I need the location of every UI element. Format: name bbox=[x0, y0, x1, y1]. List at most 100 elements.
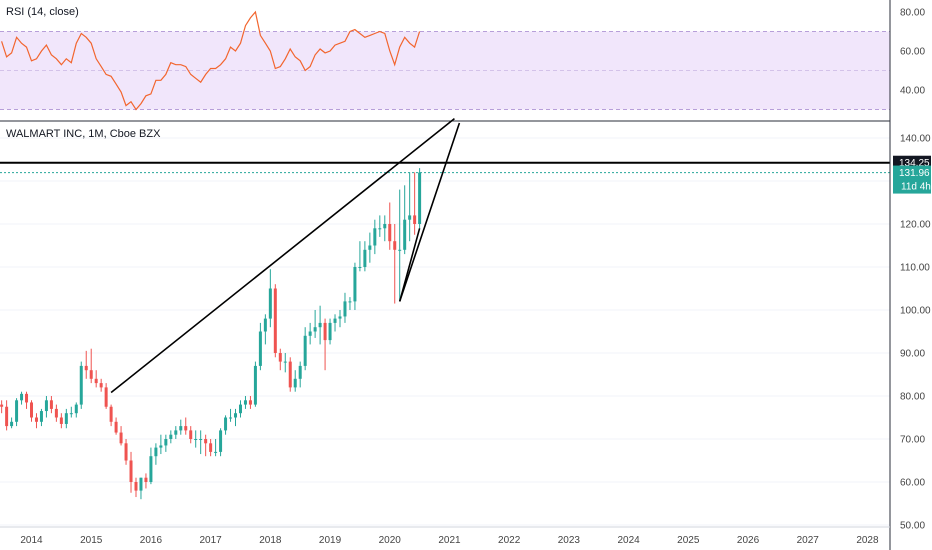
candle[interactable] bbox=[333, 314, 337, 332]
time-axis[interactable]: 2014 2015 2016 2017 2018 2019 2020 2021 2022 2023… bbox=[20, 535, 879, 546]
candle[interactable] bbox=[318, 305, 322, 345]
candle[interactable] bbox=[74, 402, 78, 418]
candle[interactable] bbox=[298, 361, 302, 388]
candle[interactable] bbox=[129, 451, 133, 493]
candle[interactable] bbox=[99, 378, 103, 392]
last-price-tag[interactable]: 131.96 11d 4h bbox=[893, 165, 931, 194]
candle[interactable] bbox=[273, 284, 277, 358]
candle[interactable] bbox=[179, 419, 183, 435]
candle[interactable] bbox=[243, 396, 247, 409]
candle[interactable] bbox=[64, 408, 68, 429]
candle[interactable] bbox=[328, 318, 332, 345]
candle[interactable] bbox=[209, 439, 213, 457]
candle[interactable] bbox=[174, 426, 178, 439]
candle[interactable] bbox=[219, 428, 223, 457]
trendline-steep[interactable] bbox=[398, 122, 461, 302]
candle[interactable] bbox=[229, 408, 233, 422]
candle[interactable] bbox=[89, 348, 93, 384]
candle[interactable] bbox=[114, 417, 118, 435]
candle[interactable] bbox=[79, 361, 83, 409]
candle[interactable] bbox=[34, 413, 38, 429]
candle[interactable] bbox=[30, 400, 33, 422]
candle[interactable] bbox=[408, 172, 412, 242]
candle-body bbox=[184, 426, 188, 431]
candle[interactable] bbox=[124, 439, 128, 465]
candle[interactable] bbox=[69, 406, 73, 418]
rsi-line[interactable] bbox=[1, 10, 421, 111]
candle[interactable] bbox=[278, 348, 282, 371]
candle[interactable] bbox=[224, 415, 228, 435]
candle[interactable] bbox=[0, 400, 4, 414]
candle[interactable] bbox=[348, 297, 352, 310]
candle[interactable] bbox=[139, 477, 143, 500]
candle[interactable] bbox=[159, 434, 163, 455]
candle[interactable] bbox=[313, 310, 317, 338]
candle[interactable] bbox=[134, 477, 138, 498]
candle-body bbox=[79, 365, 83, 405]
candle[interactable] bbox=[288, 357, 292, 392]
candle[interactable] bbox=[84, 350, 88, 379]
candle[interactable] bbox=[268, 269, 272, 328]
candle[interactable] bbox=[164, 434, 168, 452]
candle[interactable] bbox=[184, 417, 188, 435]
candle[interactable] bbox=[323, 318, 327, 371]
candle[interactable] bbox=[303, 327, 307, 371]
candle-body bbox=[44, 400, 48, 412]
candle[interactable] bbox=[44, 396, 48, 418]
candle[interactable] bbox=[189, 426, 193, 444]
candle-body bbox=[373, 228, 377, 246]
candle-body bbox=[303, 335, 307, 366]
candle[interactable] bbox=[238, 400, 242, 418]
candle[interactable] bbox=[20, 391, 24, 405]
candle[interactable] bbox=[194, 430, 198, 448]
candle[interactable] bbox=[413, 172, 417, 235]
candle[interactable] bbox=[398, 189, 402, 302]
candle-body bbox=[169, 434, 173, 439]
candle[interactable] bbox=[25, 391, 29, 409]
candle[interactable] bbox=[204, 434, 208, 457]
candle[interactable] bbox=[343, 292, 347, 323]
candle-body bbox=[258, 331, 262, 366]
candle-body bbox=[114, 421, 118, 433]
candle[interactable] bbox=[258, 322, 262, 371]
candle[interactable] bbox=[119, 426, 123, 446]
trendline-upper[interactable] bbox=[110, 118, 455, 394]
candle[interactable] bbox=[308, 322, 312, 345]
candle[interactable] bbox=[293, 370, 297, 392]
candle[interactable] bbox=[10, 417, 14, 429]
candle[interactable] bbox=[15, 398, 19, 427]
candle[interactable] bbox=[144, 473, 148, 489]
candle[interactable] bbox=[403, 185, 407, 255]
candle[interactable] bbox=[169, 430, 173, 444]
candle[interactable] bbox=[39, 408, 43, 427]
candle[interactable] bbox=[5, 400, 9, 431]
candle[interactable] bbox=[149, 447, 153, 485]
candle[interactable] bbox=[54, 404, 58, 422]
candle[interactable] bbox=[49, 396, 53, 414]
candle[interactable] bbox=[248, 396, 252, 409]
candle[interactable] bbox=[383, 215, 387, 242]
candle[interactable] bbox=[199, 430, 203, 455]
candle[interactable] bbox=[154, 443, 158, 465]
candle[interactable] bbox=[214, 439, 218, 457]
candle[interactable] bbox=[358, 241, 362, 272]
candle[interactable] bbox=[368, 232, 372, 263]
candle[interactable] bbox=[104, 383, 108, 409]
candle[interactable] bbox=[378, 215, 382, 237]
candle[interactable] bbox=[393, 224, 397, 304]
candle[interactable] bbox=[388, 202, 392, 250]
candle[interactable] bbox=[263, 314, 267, 345]
candle[interactable] bbox=[253, 361, 257, 407]
candle[interactable] bbox=[234, 408, 238, 427]
candle[interactable] bbox=[109, 404, 113, 427]
candle[interactable] bbox=[283, 353, 287, 373]
candle[interactable] bbox=[94, 370, 98, 388]
trendline-wedge-bottom[interactable] bbox=[398, 228, 421, 302]
candle[interactable] bbox=[363, 241, 367, 272]
candle[interactable] bbox=[418, 168, 422, 229]
candle[interactable] bbox=[338, 310, 342, 328]
candle[interactable] bbox=[373, 219, 377, 255]
candle[interactable] bbox=[353, 262, 357, 310]
candle[interactable] bbox=[59, 413, 63, 429]
